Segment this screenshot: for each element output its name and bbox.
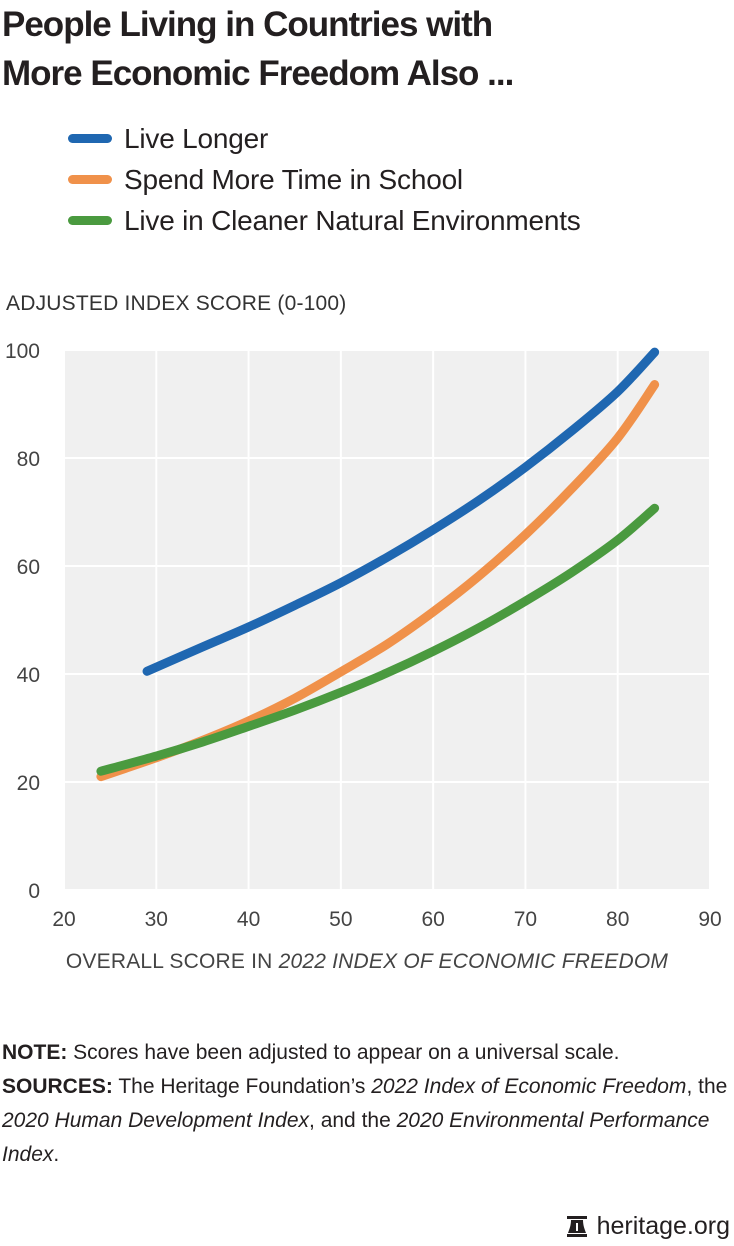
footer: heritage.org [566, 1212, 730, 1241]
legend-swatch-school [68, 175, 112, 184]
sources-italic-1: 2022 Index of Economic Freedom [371, 1075, 687, 1098]
x-tick-label: 60 [421, 908, 444, 931]
sources-line: SOURCES: The Heritage Foundation’s 2022 … [2, 1070, 732, 1172]
legend-item-school: Spend More Time in School [68, 159, 581, 200]
legend: Live Longer Spend More Time in School Li… [68, 118, 581, 241]
notes-block: NOTE: Scores have been adjusted to appea… [2, 1036, 732, 1172]
x-tick-label: 30 [145, 908, 168, 931]
legend-item-environment: Live in Cleaner Natural Environments [68, 200, 581, 241]
x-tick-label: 40 [237, 908, 260, 931]
note-label: NOTE: [2, 1041, 68, 1064]
note-text: Scores have been adjusted to appear on a… [67, 1041, 620, 1064]
x-axis-label-italic: 2022 INDEX OF ECONOMIC FREEDOM [278, 950, 669, 973]
legend-label: Live in Cleaner Natural Environments [124, 204, 581, 236]
sources-text-2: , the [686, 1075, 728, 1098]
series-lines [96, 347, 660, 782]
y-axis-ticks: 0 20 40 60 80 100 [5, 340, 40, 903]
y-tick-label: 40 [17, 664, 40, 687]
site-name: heritage.org [596, 1212, 730, 1240]
series-line-2 [96, 503, 660, 776]
title-line-2: More Economic Freedom Also ... [2, 54, 514, 93]
y-axis-label: ADJUSTED INDEX SCORE (0-100) [6, 292, 347, 315]
legend-item-live-longer: Live Longer [68, 118, 581, 159]
y-tick-label: 100 [5, 340, 40, 363]
plot-area [64, 350, 710, 890]
note-line: NOTE: Scores have been adjusted to appea… [2, 1036, 732, 1070]
legend-swatch-environment [68, 216, 112, 225]
x-tick-label: 50 [329, 908, 352, 931]
legend-swatch-live-longer [68, 134, 112, 143]
sources-text-1: The Heritage Foundation’s [112, 1075, 372, 1098]
x-axis-label: OVERALL SCORE IN 2022 INDEX OF ECONOMIC … [0, 950, 734, 974]
y-tick-label: 80 [17, 448, 40, 471]
legend-label: Live Longer [124, 122, 269, 154]
line-chart: 0 20 40 60 80 100 20 30 40 50 60 70 80 90 [5, 340, 722, 931]
series-line-0 [142, 347, 660, 676]
y-tick-label: 20 [17, 772, 40, 795]
title-line-1: People Living in Countries with [2, 5, 493, 44]
y-tick-label: 60 [17, 556, 40, 579]
x-tick-label: 90 [698, 908, 721, 931]
x-tick-label: 20 [52, 908, 75, 931]
chart-title: People Living in Countries with More Eco… [2, 0, 732, 98]
x-axis-ticks: 20 30 40 50 60 70 80 90 [52, 908, 721, 931]
legend-label: Spend More Time in School [124, 163, 463, 195]
sources-italic-3: 2020 Environmental Performance Index [2, 1109, 710, 1166]
sources-text-3: , and the [309, 1109, 397, 1132]
x-tick-label: 70 [514, 908, 537, 931]
sources-italic-2: 2020 Human Development Index [2, 1109, 310, 1132]
sources-label: SOURCES: [2, 1075, 113, 1098]
y-tick-label: 0 [28, 880, 40, 903]
x-axis-label-prefix: OVERALL SCORE IN [65, 950, 279, 973]
x-tick-label: 80 [606, 908, 629, 931]
bell-icon [566, 1215, 587, 1237]
sources-text-4: . [53, 1143, 60, 1166]
